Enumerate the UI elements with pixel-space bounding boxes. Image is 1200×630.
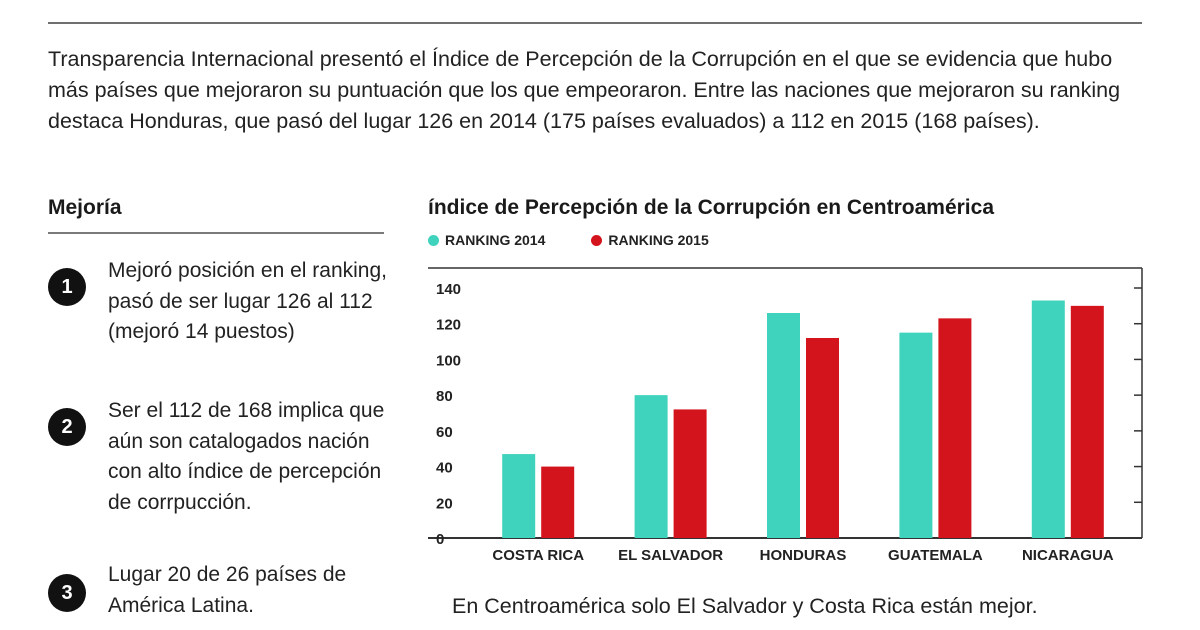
y-tick-label: 0 xyxy=(436,531,444,548)
point-3-text: Lugar 20 de 26 países de América Latina. xyxy=(108,563,347,617)
bar-2014 xyxy=(502,454,536,538)
y-tick-label: 20 xyxy=(436,495,453,512)
improvement-panel: Mejoría 1 Mejoró posición en el ranking,… xyxy=(48,196,387,617)
legend-swatch-2014 xyxy=(428,234,439,246)
bar-2015 xyxy=(938,318,972,538)
bar-2014 xyxy=(767,313,800,538)
improvement-rule xyxy=(48,232,384,234)
bar-2015 xyxy=(673,409,707,538)
legend-label-2014: RANKING 2014 xyxy=(445,232,546,248)
x-tick-label: GUATEMALA xyxy=(888,547,983,564)
legend-swatch-2015 xyxy=(591,234,603,246)
x-tick-label: EL SALVADOR xyxy=(618,547,723,564)
bar-chart: 0 20 40 60 80 100 120 140 COSTA RICA EL SALVADOR H… xyxy=(428,267,1143,564)
y-tick-label: 80 xyxy=(436,388,453,405)
x-tick-label: NICARAGUA xyxy=(1022,547,1114,564)
improvement-title: Mejoría xyxy=(48,196,122,219)
y-tick-label: 100 xyxy=(436,352,461,369)
y-tick-label: 120 xyxy=(436,317,461,334)
chart-legend: RANKING 2014 RANKING 2015 xyxy=(428,232,755,248)
y-tick-label: 60 xyxy=(436,424,453,441)
x-tick-label: COSTA RICA xyxy=(492,547,584,564)
bar-2014 xyxy=(634,395,668,538)
legend-item-2015: RANKING 2015 xyxy=(591,232,709,248)
bar-2014 xyxy=(1031,300,1065,538)
number-badge-3: 3 xyxy=(48,574,86,612)
x-tick-label: HONDURAS xyxy=(760,547,847,564)
bar-2015 xyxy=(541,466,575,538)
legend-item-2014: RANKING 2014 xyxy=(428,232,545,248)
number-badge-1: 1 xyxy=(48,268,86,306)
chart-title: índice de Percepción de la Corrupción en… xyxy=(428,196,994,219)
point-1-text: Mejoró posición en el ranking, pasó de s… xyxy=(108,259,387,343)
intro-text: Transparencia Internacional presentó el … xyxy=(48,47,1121,133)
number-badge-2: 2 xyxy=(48,408,86,446)
top-rule xyxy=(48,22,1142,24)
bar-2015 xyxy=(806,338,839,538)
bar-2015 xyxy=(1070,305,1104,538)
chart-caption: En Centroamérica solo El Salvador y Cost… xyxy=(452,594,1038,618)
bar-2014 xyxy=(899,332,933,538)
y-tick-label: 40 xyxy=(436,460,453,477)
legend-label-2015: RANKING 2015 xyxy=(608,232,709,248)
point-2-text: Ser el 112 de 168 implica que aún son ca… xyxy=(108,399,385,514)
y-tick-label: 140 xyxy=(436,281,461,298)
